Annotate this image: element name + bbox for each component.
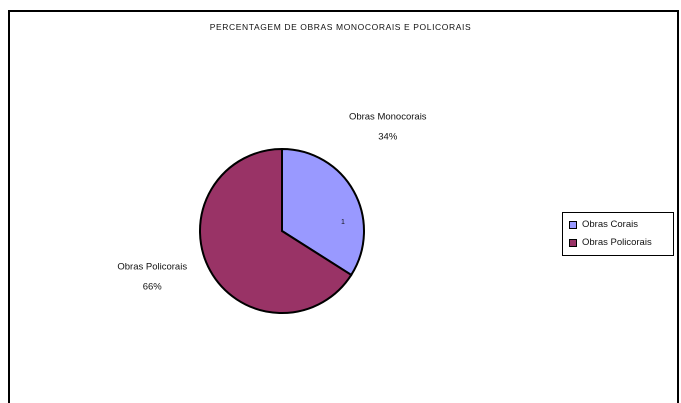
legend: Obras Corais Obras Policorais (562, 212, 674, 256)
slice-percent-monocorais: 34% (378, 131, 398, 142)
legend-item-policorais: Obras Policorais (569, 237, 652, 248)
center-mark: 1 (341, 219, 345, 226)
slice-label-policorais: Obras Policorais (117, 262, 187, 273)
pie-slice-obras-policorais (199, 147, 353, 314)
legend-swatch-policorais (569, 238, 577, 247)
legend-item-corais: Obras Corais (569, 219, 638, 230)
chart-title: PERCENTAGEM DE OBRAS MONOCORAIS E POLICO… (209, 22, 472, 32)
legend-label-corais: Obras Corais (582, 219, 638, 230)
legend-swatch-corais (569, 220, 577, 229)
legend-label-policorais: Obras Policorais (582, 237, 652, 248)
slice-percent-policorais: 66% (143, 282, 163, 293)
slice-label-monocorais: Obras Monocorais (349, 111, 427, 122)
